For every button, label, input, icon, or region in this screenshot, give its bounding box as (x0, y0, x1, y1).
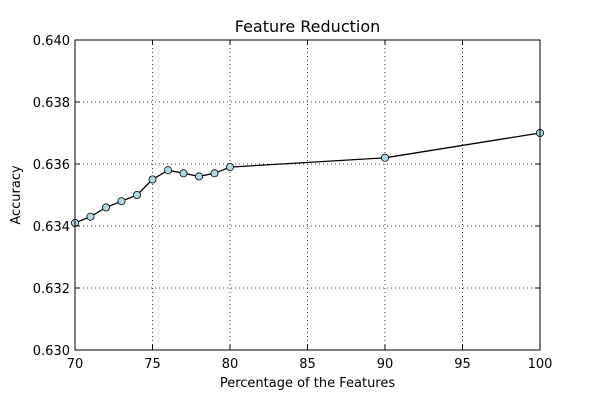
x-tick-label: 70 (67, 357, 84, 372)
data-point (194, 172, 203, 181)
x-tick-label: 80 (222, 357, 239, 372)
chart-title: Feature Reduction (235, 17, 381, 36)
plot-frame (74, 39, 541, 351)
data-point (148, 175, 157, 184)
data-point (132, 190, 141, 199)
data-point (117, 197, 126, 206)
data-point (225, 163, 234, 172)
y-tick-label: 0.636 (33, 158, 70, 173)
data-point (163, 166, 172, 175)
x-tick-label: 90 (377, 357, 394, 372)
series-line (74, 132, 541, 224)
data-point (102, 203, 111, 212)
x-tick-label: 75 (144, 357, 161, 372)
x-tick-label: 95 (454, 357, 471, 372)
data-point (210, 169, 219, 178)
data-point (380, 153, 389, 162)
x-axis-label: Percentage of the Features (220, 376, 396, 391)
y-tick-label: 0.640 (33, 34, 70, 49)
data-point (179, 169, 188, 178)
y-tick-label: 0.630 (33, 344, 70, 359)
y-axis-label: Accuracy (9, 165, 24, 225)
x-tick-label: 85 (299, 357, 316, 372)
x-tick-label: 100 (528, 357, 553, 372)
data-point (86, 212, 95, 221)
series-layer (71, 128, 545, 227)
y-tick-label: 0.632 (33, 282, 70, 297)
ticks: 70 75 80 85 90 95 100 0.630 0.632 0.634 0.636 0.638… (33, 34, 553, 372)
y-tick-label: 0.634 (33, 220, 70, 235)
grid (75, 40, 540, 350)
y-tick-label: 0.638 (33, 96, 70, 111)
